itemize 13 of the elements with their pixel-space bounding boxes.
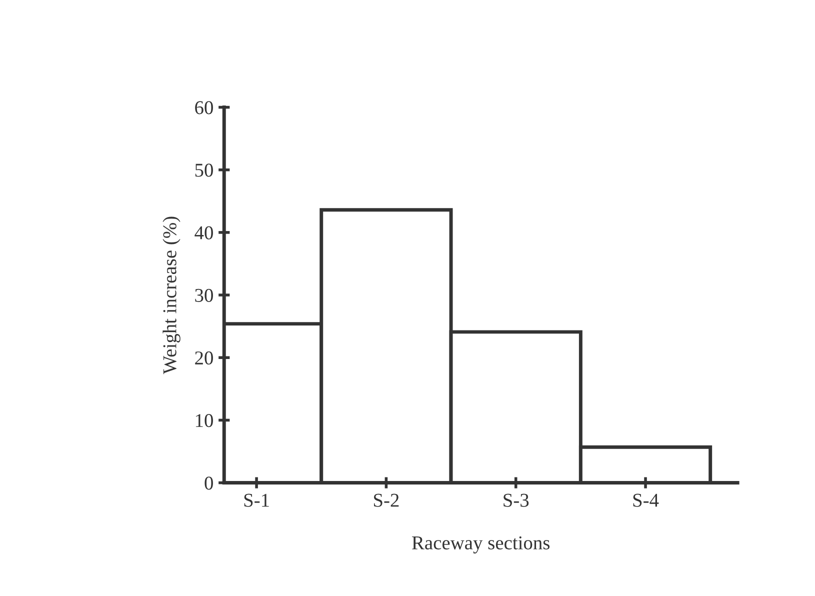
x-tick-label: S-1 — [244, 494, 269, 507]
y-tick-label: 0 — [204, 476, 213, 490]
x-tick-label: S-2 — [374, 494, 399, 507]
y-tick-label: 10 — [196, 414, 213, 428]
x-axis-title: Raceway sections — [412, 536, 550, 554]
y-tick-label: 30 — [195, 288, 213, 302]
y-tick-label: 20 — [195, 351, 213, 365]
x-tick-label: S-4 — [633, 494, 659, 507]
y-axis-title: Weight increase (%) — [162, 216, 180, 374]
y-tick-label: 40 — [194, 226, 213, 240]
y-tick-label: 50 — [195, 164, 213, 177]
y-tick-label: 60 — [195, 101, 213, 114]
x-tick-label: S-3 — [504, 494, 529, 507]
